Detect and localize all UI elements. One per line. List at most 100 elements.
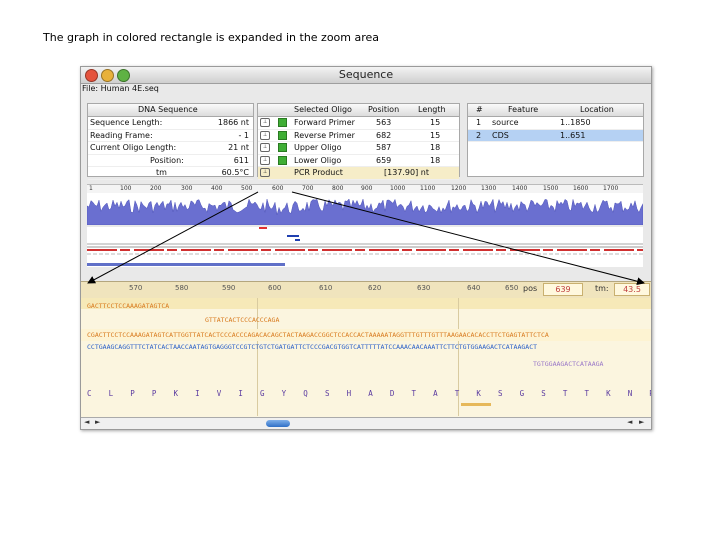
green-square-icon[interactable]	[278, 130, 287, 140]
oligo-name: Upper Oligo	[294, 143, 342, 152]
oligo-length: 18	[430, 143, 441, 152]
feature-location: 1..651	[560, 130, 586, 140]
row-value: 60.5°C	[221, 168, 249, 177]
col-length[interactable]: Length	[418, 105, 446, 114]
ruler-tick: 1400	[512, 185, 528, 192]
ruler-tick: 1500	[543, 185, 559, 192]
lock-icon[interactable]: ⊥	[260, 130, 270, 140]
lock-icon[interactable]: ⊥	[260, 118, 270, 127]
oligo-length: 15	[430, 130, 441, 140]
pos-value: 639	[543, 283, 583, 296]
horizontal-scrollbar[interactable]: ◄ ► ◄ ►	[81, 417, 651, 429]
row-label: Reading Frame:	[90, 130, 153, 140]
ruler-tick: 600	[272, 185, 284, 192]
green-square-icon[interactable]	[278, 118, 287, 127]
col-feature[interactable]: Feature	[508, 105, 539, 114]
oligo-mark	[295, 239, 300, 241]
table-row: Sequence Length: 1866 nt	[88, 117, 253, 130]
oligo-position: 682	[376, 130, 392, 140]
dna-top-strand[interactable]: CGACTTCCTCCAAAGATAGTCATTGGTTATCACTCCCACC…	[87, 331, 549, 339]
ruler-tick: 620	[368, 284, 382, 292]
scroll-left-icon[interactable]: ◄	[84, 418, 90, 426]
scroll-thumb[interactable]	[266, 420, 290, 427]
row-value: 1866 nt	[217, 118, 249, 127]
row-value: - 1	[238, 130, 249, 140]
row-value: 611	[233, 155, 249, 165]
row-label: Position:	[150, 155, 184, 165]
tm-label: tm:	[595, 284, 609, 293]
upper-oligo-sequence[interactable]: GTTATCACTCCCACCCAGA	[205, 316, 280, 324]
row-label: tm	[156, 168, 167, 177]
sequence-track	[81, 329, 651, 341]
col-location[interactable]: Location	[580, 105, 614, 114]
table-row: Position: 611	[88, 155, 253, 167]
scroll-left-icon[interactable]: ◄	[627, 418, 633, 426]
scroll-right-icon[interactable]: ►	[95, 418, 101, 426]
feature-name: source	[492, 118, 519, 127]
green-square-icon[interactable]	[278, 143, 287, 152]
forward-primer-sequence[interactable]: GACTTCCTCCAAAGATAGTCA	[87, 302, 170, 310]
table-row: Reading Frame: - 1	[88, 130, 253, 142]
oligo-row[interactable]: ⊥ Upper Oligo 587 18	[258, 142, 459, 155]
amino-acid-translation: C L P P K I V I G Y Q S H A D T A T K S …	[87, 389, 651, 398]
lower-oligo-sequence[interactable]: TGTGGAAGACTCATAAGA	[533, 360, 604, 368]
ruler-tick: 800	[332, 185, 344, 192]
oligo-row[interactable]: ⊥ Forward Primer 563 15	[258, 117, 459, 130]
col-selected-oligo[interactable]: Selected Oligo	[294, 105, 352, 114]
scroll-right-icon[interactable]: ►	[639, 418, 645, 426]
close-button[interactable]	[85, 69, 98, 82]
title-bar[interactable]: Sequence	[81, 67, 651, 84]
sequence-profile-graph[interactable]	[87, 193, 643, 225]
row-label: Current Oligo Length:	[90, 143, 177, 152]
right-zoom-arrow	[291, 191, 645, 286]
green-square-icon[interactable]	[278, 155, 287, 165]
pcr-product-row[interactable]: ⊥ PCR Product [137.90] nt	[258, 167, 459, 180]
primer-mark	[259, 227, 267, 229]
divider	[257, 298, 258, 416]
ruler-tick: 600	[268, 284, 282, 292]
oligo-name: Reverse Primer	[294, 130, 355, 140]
lock-icon[interactable]: ⊥	[260, 168, 270, 177]
oligo-table: Selected Oligo Position Length ⊥ Forward …	[257, 103, 460, 180]
ruler-tick: 100	[120, 185, 132, 192]
ruler-tick: 630	[417, 284, 431, 292]
ruler-tick: 610	[319, 284, 333, 292]
lock-icon[interactable]: ⊥	[260, 143, 270, 152]
col-position[interactable]: Position	[368, 105, 400, 114]
zoom-button[interactable]	[117, 69, 130, 82]
ruler-tick: 590	[222, 284, 236, 292]
pcr-length: [137.90] nt	[384, 168, 429, 177]
ruler-tick: 1000	[390, 185, 406, 192]
dna-table-header: DNA Sequence	[138, 105, 198, 114]
window-title: Sequence	[338, 68, 394, 81]
lock-icon[interactable]: ⊥	[260, 155, 270, 165]
minimize-button[interactable]	[101, 69, 114, 82]
zoom-ruler: 570 580 590 600 610 620 630 640 650 pos …	[81, 282, 651, 298]
feature-name: CDS	[492, 130, 509, 140]
feature-table: # Feature Location 1 source 1..1850 2 CDS 1.…	[467, 103, 644, 177]
caption: The graph in colored rectangle is expand…	[43, 31, 380, 44]
ruler-tick: 500	[241, 185, 253, 192]
oligo-row[interactable]: ⊥ Reverse Primer 682 15	[258, 130, 459, 142]
zoom-area[interactable]: 570 580 590 600 610 620 630 640 650 pos …	[81, 281, 651, 418]
table-row: tm 60.5°C	[88, 167, 253, 180]
feature-num: 1	[476, 118, 482, 127]
feature-row[interactable]: 1 source 1..1850	[468, 117, 643, 130]
oligo-position: 659	[376, 155, 392, 165]
oligo-row[interactable]: ⊥ Lower Oligo 659 18	[258, 155, 459, 167]
ruler-tick: 580	[175, 284, 189, 292]
ruler-tick: 1600	[573, 185, 589, 192]
col-number[interactable]: #	[476, 105, 483, 114]
dna-bottom-strand[interactable]: CCTGAAGCAGGTTTCTATCACTAACCAATAGTGAGGGTCC…	[87, 343, 538, 351]
row-value: 21 nt	[228, 143, 249, 152]
ruler-tick: 1300	[481, 185, 497, 192]
oligo-mark	[287, 235, 299, 237]
feature-row[interactable]: 2 CDS 1..651	[468, 129, 643, 142]
ruler-tick: 570	[129, 284, 143, 292]
oligo-length: 18	[430, 155, 441, 165]
ruler-tick: 1	[89, 185, 93, 192]
oligo-name: PCR Product	[294, 168, 343, 177]
primer-track	[81, 298, 651, 309]
feature-num: 2	[476, 130, 482, 140]
